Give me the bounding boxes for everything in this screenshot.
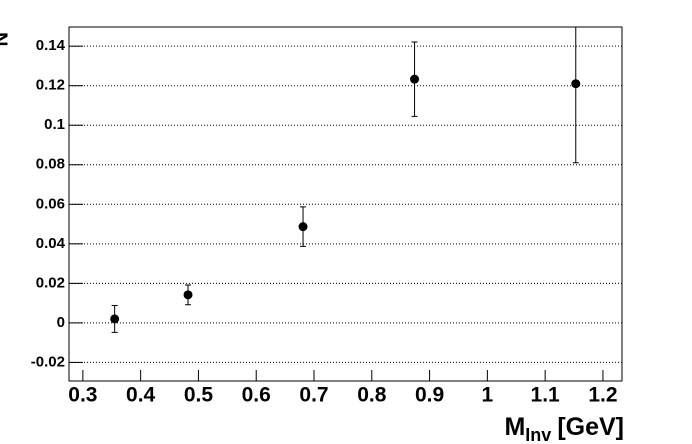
x-tick-label: 0.5 [184,384,214,407]
x-tick-label: 0.8 [357,384,387,407]
y-tick-label: 0.12 [36,77,65,94]
x-tick-label: 0.6 [242,384,271,407]
data-point [110,314,120,324]
x-label-unit: [GeV] [557,413,624,441]
data-point [410,74,420,84]
y-tick-label: 0.14 [36,37,66,54]
data-point [298,222,308,232]
data-point [571,79,581,89]
x-tick-label: 0.3 [68,384,97,407]
x-tick-label: 1.1 [531,384,561,407]
y-tick-label: 0.08 [36,156,65,173]
x-tick-label: 0.4 [126,384,156,407]
data-point [183,290,193,300]
y-tick-label: 0 [57,314,65,331]
plot-frame [68,26,623,382]
x-axis-label: MInv [GeV] [504,413,624,444]
x-tick-label: 0.9 [415,384,444,407]
y-tick-label: 0.04 [36,235,66,252]
x-tick-label: 0.7 [299,384,328,407]
x-tick-label: 1 [482,384,494,407]
x-label-main: M [504,413,525,441]
y-tick-label: 0.1 [44,116,65,133]
y-tick-label: 0.06 [36,195,65,212]
x-label-sub: Inv [525,425,551,444]
x-tick-label: 1.2 [588,384,617,407]
y-axis-label: N [0,32,12,46]
y-tick-label: 0.02 [36,274,65,291]
error-bar [572,26,579,164]
y-tick-label: -0.02 [31,353,65,370]
